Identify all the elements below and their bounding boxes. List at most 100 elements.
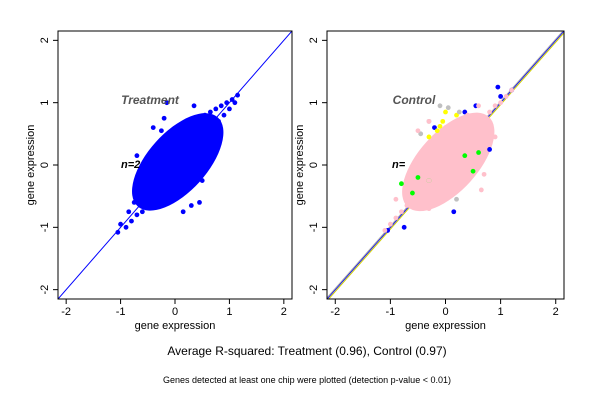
data-point [164,100,170,106]
data-point [115,229,121,235]
data-point [432,171,437,177]
data-point [191,103,197,109]
y-tick-label: 1 [308,100,320,106]
point-cloud [132,113,224,211]
data-point [188,153,194,159]
data-point [462,153,468,159]
data-point [415,128,421,134]
data-point [492,103,498,109]
x-tick-label: 0 [442,306,448,318]
data-point [178,165,183,171]
y-tick-label: 2 [39,37,51,43]
data-point [498,100,504,106]
sample-count-label: n= [392,159,406,171]
data-point [202,162,208,168]
data-point [421,147,426,152]
x-tick-label: 0 [172,306,178,318]
x-tick-label: 1 [498,306,504,318]
panel-title: Control [393,93,436,107]
data-point [134,212,140,218]
data-point [426,178,432,183]
sample-count-label: n=2 [121,159,140,171]
data-point [137,193,143,199]
data-point [191,122,197,127]
data-point [175,140,181,146]
data-point [481,115,487,121]
data-point [459,140,465,146]
data-point [158,156,164,162]
data-point [478,187,484,193]
data-point [207,109,213,115]
data-point [401,224,407,230]
data-point [476,122,481,127]
data-point [180,209,186,215]
caption: Average R-squared: Treatment (0.96), Con… [167,344,446,358]
data-point [495,84,501,90]
y-tick-label: -2 [308,285,320,295]
data-point [164,150,170,155]
data-point [437,103,443,109]
data-point [202,112,208,118]
x-tick-label: -2 [61,306,71,318]
data-point [476,150,481,155]
data-point [167,181,172,187]
data-point [161,115,167,121]
data-point [158,128,164,134]
y-tick-label: -1 [39,222,51,232]
data-point [118,221,123,227]
data-point [445,105,451,111]
data-point [150,196,156,202]
data-point [443,159,448,165]
data-point [509,87,515,93]
data-point [481,147,487,152]
data-point [437,196,443,202]
y-tick-label: 0 [308,162,320,168]
data-point [448,184,454,190]
data-point [410,196,415,202]
data-point [218,103,224,109]
data-point [199,137,205,143]
panel-title: Treatment [121,93,180,107]
data-point [418,131,424,137]
x-tick-label: 2 [553,306,559,318]
data-point [492,134,498,140]
data-point [456,109,462,115]
data-point [235,92,240,98]
data-point [454,118,459,124]
data-point [470,159,476,165]
plot-area [58,31,292,299]
data-point [421,184,426,190]
data-point [148,175,153,180]
data-point [229,97,235,102]
data-point [454,196,459,202]
data-point [197,199,202,205]
data-point [481,171,487,177]
data-point [487,147,492,152]
data-point [145,199,151,205]
data-point [503,94,509,99]
data-point [210,125,216,131]
data-point [180,134,186,140]
data-point [437,165,443,171]
data-point [399,209,404,215]
data-point [426,134,432,140]
data-point [426,118,432,124]
data-point [123,224,129,230]
data-point [387,221,393,227]
data-point [139,209,145,215]
data-point [153,162,159,168]
data-point [131,199,137,205]
data-point [454,112,459,118]
data-point [221,112,227,118]
data-point [224,100,230,106]
y-tick-label: 1 [39,100,51,106]
y-tick-label: 0 [39,162,51,168]
y-tick-label: 2 [308,37,320,43]
data-point [194,143,200,149]
x-axis-label: gene expression [405,320,486,332]
data-point [470,168,476,174]
data-point [197,118,202,124]
data-point [169,143,175,149]
data-point [393,215,399,221]
